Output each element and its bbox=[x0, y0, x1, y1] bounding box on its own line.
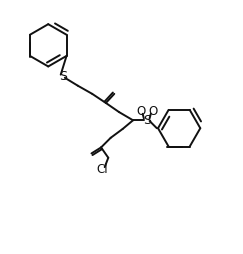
Text: S: S bbox=[59, 70, 67, 83]
Text: O: O bbox=[148, 105, 157, 118]
Text: S: S bbox=[143, 114, 151, 127]
Text: O: O bbox=[136, 105, 145, 118]
Text: Cl: Cl bbox=[96, 163, 108, 176]
